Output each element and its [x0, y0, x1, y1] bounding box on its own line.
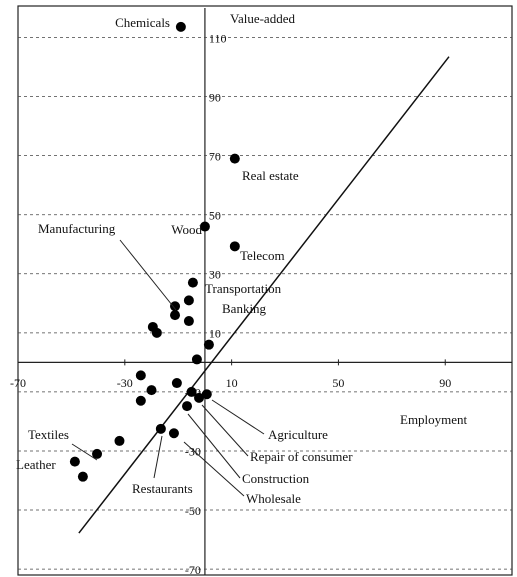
point	[229, 241, 240, 252]
y-tick-label: 70	[209, 149, 221, 163]
point	[201, 389, 212, 400]
point	[229, 153, 240, 164]
point	[135, 395, 146, 406]
annotation: Construction	[242, 471, 310, 486]
point	[203, 339, 214, 350]
x-tick-label: -30	[117, 376, 133, 390]
annotation: Wholesale	[246, 491, 301, 506]
point	[194, 392, 205, 403]
y-tick-label: -50	[185, 504, 201, 518]
leader-line	[71, 443, 98, 461]
leader-line	[187, 413, 241, 479]
point	[171, 378, 182, 389]
annotation: Repair of consumer	[250, 449, 353, 464]
point	[92, 448, 103, 459]
annotation: Wood	[171, 222, 202, 237]
y-tick-label: 30	[209, 268, 221, 282]
point	[191, 354, 202, 365]
annotation: Textiles	[28, 427, 69, 442]
point	[114, 435, 125, 446]
y-tick-label: -30	[185, 445, 201, 459]
annotation: Restaurants	[132, 481, 193, 496]
point	[170, 301, 181, 312]
plot-frame	[17, 5, 513, 576]
point	[168, 428, 179, 439]
point	[170, 310, 181, 321]
annotation: Banking	[222, 301, 267, 316]
annotation: Manufacturing	[38, 221, 116, 236]
annotation: Telecom	[240, 248, 285, 263]
leader-line	[211, 399, 265, 435]
point	[187, 277, 198, 288]
y-tick-label: 50	[209, 208, 221, 222]
annotation: Leather	[16, 457, 56, 472]
point	[182, 401, 193, 412]
point	[155, 423, 166, 434]
y-tick-label: 110	[209, 31, 227, 45]
point	[199, 221, 210, 232]
leader-line	[119, 239, 177, 311]
point	[183, 295, 194, 306]
point	[151, 327, 162, 338]
point	[135, 370, 146, 381]
y-tick-label: -70	[185, 563, 201, 577]
annotation: Real estate	[242, 168, 299, 183]
x-axis-label: Employment	[400, 412, 468, 427]
x-tick-label: 90	[439, 376, 451, 390]
point	[146, 385, 157, 396]
trend-line	[78, 56, 450, 534]
y-tick-label: 90	[209, 90, 221, 104]
leader-line	[153, 435, 163, 479]
point	[77, 471, 88, 482]
annotation: Chemicals	[115, 15, 170, 30]
x-tick-label: -70	[10, 376, 26, 390]
leader-line	[183, 441, 245, 497]
annotation: Transportation	[205, 281, 282, 296]
y-axis-label: Value-added	[230, 11, 295, 26]
x-tick-label: 10	[226, 376, 238, 390]
x-tick-label: 50	[332, 376, 344, 390]
leader-line	[201, 404, 249, 457]
y-tick-label: 10	[209, 327, 221, 341]
annotation: Agriculture	[268, 427, 328, 442]
point	[175, 21, 186, 32]
point	[186, 386, 197, 397]
point	[69, 456, 80, 467]
point	[183, 316, 194, 327]
